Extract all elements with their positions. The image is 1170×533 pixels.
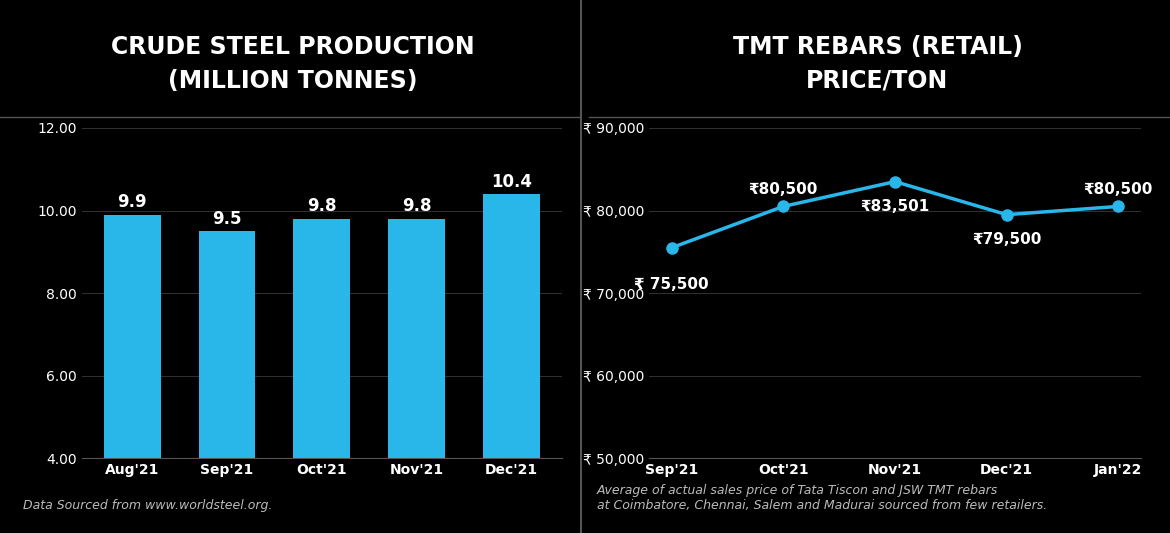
Text: ₹83,501: ₹83,501 bbox=[860, 199, 930, 214]
Text: 9.5: 9.5 bbox=[212, 210, 242, 228]
Text: 9.8: 9.8 bbox=[307, 198, 337, 215]
Text: ₹ 75,500: ₹ 75,500 bbox=[634, 277, 709, 293]
Text: Average of actual sales price of Tata Tiscon and JSW TMT rebars
at Coimbatore, C: Average of actual sales price of Tata Ti… bbox=[597, 483, 1047, 512]
Bar bbox=[199, 231, 255, 533]
Text: 10.4: 10.4 bbox=[491, 173, 532, 191]
Text: CRUDE STEEL PRODUCTION
(MILLION TONNES): CRUDE STEEL PRODUCTION (MILLION TONNES) bbox=[111, 35, 474, 93]
Bar bbox=[294, 219, 350, 533]
Text: ₹79,500: ₹79,500 bbox=[972, 232, 1041, 247]
Bar bbox=[104, 215, 160, 533]
Bar bbox=[483, 194, 539, 533]
Text: 9.9: 9.9 bbox=[117, 193, 147, 212]
Bar bbox=[388, 219, 445, 533]
Text: Data Sourced from www.worldsteel.org.: Data Sourced from www.worldsteel.org. bbox=[23, 499, 273, 512]
Text: ₹80,500: ₹80,500 bbox=[749, 182, 818, 197]
Text: ₹80,500: ₹80,500 bbox=[1083, 182, 1154, 197]
Text: 9.8: 9.8 bbox=[401, 198, 432, 215]
Text: TMT REBARS (RETAIL)
PRICE/TON: TMT REBARS (RETAIL) PRICE/TON bbox=[732, 35, 1023, 93]
